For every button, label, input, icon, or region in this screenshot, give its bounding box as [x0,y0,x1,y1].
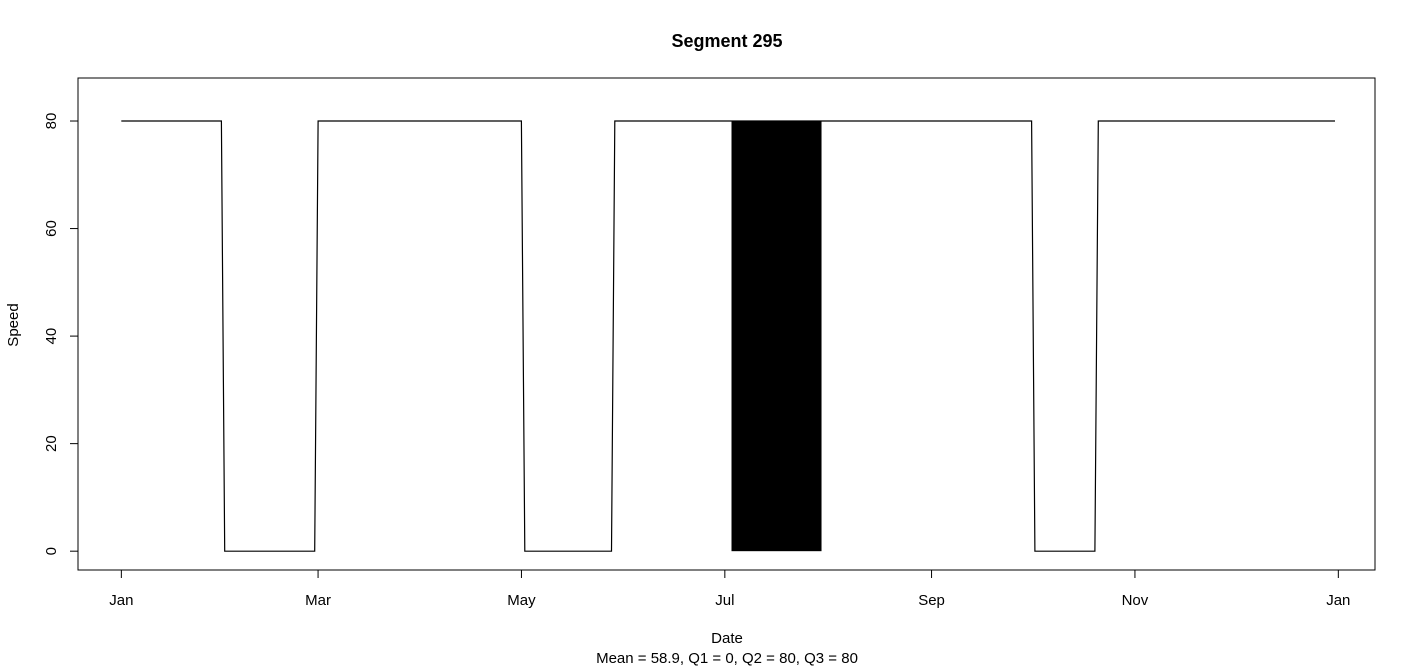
x-tick-label: Jan [109,592,133,609]
x-axis-label: Date [711,630,743,647]
x-axis: Jan Mar May Jul Sep Nov Jan [109,569,1350,609]
chart-title: Segment 295 [671,31,782,51]
y-axis: 0 20 40 60 80 [43,113,79,555]
y-tick-label: 40 [43,328,60,345]
speed-series-line [121,120,1335,552]
y-axis-label: Speed [5,303,22,346]
x-tick-label: Mar [305,592,331,609]
y-tick-label: 80 [43,113,60,130]
series-layer [121,120,1335,552]
x-tick-label: Jul [715,592,734,609]
summary-stats: Mean = 58.9, Q1 = 0, Q2 = 80, Q3 = 80 [596,650,858,667]
x-tick-label: Jan [1326,592,1350,609]
plot-frame [77,77,1376,571]
oscillation-band [731,121,822,552]
y-tick-label: 0 [43,547,60,555]
x-tick-label: May [507,592,536,609]
x-tick-label: Sep [918,592,945,609]
y-tick-label: 20 [43,435,60,452]
y-tick-label: 60 [43,220,60,237]
x-tick-label: Nov [1122,592,1149,609]
